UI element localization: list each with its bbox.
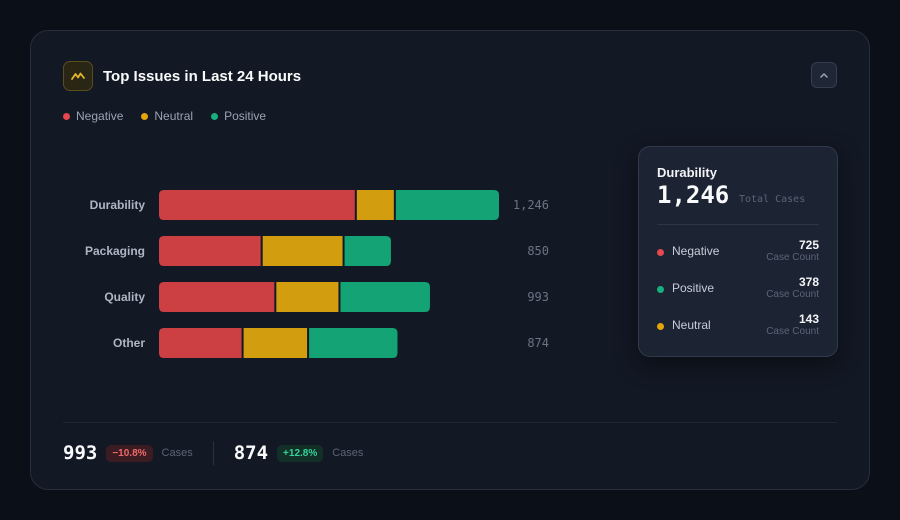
- tooltip-row-negative: Negative 725 Case Count: [657, 238, 819, 270]
- bar-total-label: 993: [527, 290, 549, 304]
- bar-segment-positive[interactable]: [309, 328, 398, 358]
- bar-segment-positive[interactable]: [340, 282, 430, 312]
- top-issues-card: Top Issues in Last 24 Hours Negative Neu…: [30, 30, 870, 490]
- legend-dot: [141, 112, 149, 120]
- tooltip-row-label: Positive: [672, 281, 715, 295]
- stat-value: 993: [63, 442, 98, 464]
- bar-segment-negative[interactable]: [159, 236, 261, 266]
- card-title: Top Issues in Last 24 Hours: [103, 67, 302, 85]
- tooltip-row-value: 378: [798, 275, 819, 289]
- tooltip-row-value: 725: [798, 238, 819, 252]
- stat-value: 874: [233, 442, 269, 464]
- legend-label: Neutral: [154, 109, 194, 123]
- bar-segment-positive[interactable]: [344, 236, 391, 266]
- bar-segment-neutral[interactable]: [262, 236, 343, 266]
- chart-legend: Negative Neutral Positive: [63, 109, 284, 123]
- tooltip-row-sub: Case Count: [766, 289, 819, 300]
- stat-label: Cases: [332, 447, 364, 459]
- tooltip-dot: [657, 249, 664, 256]
- tooltip-row-label: Neutral: [672, 318, 711, 332]
- category-label: Other: [113, 336, 145, 350]
- legend-dot: [211, 112, 219, 120]
- tooltip-row-value: 143: [798, 312, 819, 326]
- bar-segment-negative[interactable]: [159, 282, 275, 312]
- card-footer: 993 −10.8% Cases 874 +12.8% Cases: [63, 439, 363, 467]
- bar-total-label: 850: [527, 244, 549, 258]
- category-label: Packaging: [85, 244, 145, 258]
- category-label: Quality: [104, 290, 145, 304]
- change-badge: +12.8%: [277, 444, 324, 462]
- bar-segment-negative[interactable]: [159, 190, 355, 220]
- legend-item-neutral[interactable]: Neutral: [141, 109, 193, 123]
- footer-stat: 874 +12.8% Cases: [234, 442, 364, 464]
- tooltip-row-sub: Case Count: [766, 326, 819, 337]
- stat-label: Cases: [161, 447, 193, 459]
- legend-label: Negative: [76, 109, 124, 123]
- chart-tooltip: Durability 1,246 Total Cases Negative 72…: [638, 146, 838, 357]
- change-badge: −10.8%: [106, 444, 153, 462]
- tooltip-total-label: Total Cases: [739, 194, 806, 205]
- chevron-up-icon: [820, 73, 828, 78]
- tooltip-row-label: Negative: [672, 244, 720, 258]
- tooltip-row-positive: Positive 378 Case Count: [657, 275, 819, 307]
- legend-label: Positive: [224, 109, 267, 123]
- tooltip-row-sub: Case Count: [766, 252, 819, 263]
- bar-total-label: 1,246: [513, 198, 549, 212]
- card-header: Top Issues in Last 24 Hours: [63, 61, 301, 91]
- tooltip-dot: [657, 286, 664, 293]
- footer-stat: 993 −10.8% Cases: [63, 442, 193, 464]
- tooltip-dot: [657, 323, 664, 330]
- chart-wave-icon: [63, 61, 93, 91]
- tooltip-total: 1,246: [657, 181, 730, 209]
- bar-total-label: 874: [527, 336, 549, 350]
- bar-segment-neutral[interactable]: [243, 328, 308, 358]
- tooltip-row-neutral: Neutral 143 Case Count: [657, 312, 819, 344]
- tooltip-title: Durability: [657, 165, 717, 180]
- bar-segment-positive[interactable]: [395, 190, 499, 220]
- bar-segment-neutral[interactable]: [276, 282, 339, 312]
- category-label: Durability: [90, 198, 146, 212]
- legend-item-positive[interactable]: Positive: [211, 109, 266, 123]
- tooltip-divider: [657, 224, 819, 225]
- stacked-bar-chart: Durability 1,246 Packaging 850 Quality 993 Oth…: [85, 190, 549, 358]
- legend-dot: [63, 112, 70, 120]
- bar-segment-negative[interactable]: [159, 328, 242, 358]
- stat-separator: [212, 441, 214, 465]
- bar-segment-neutral[interactable]: [356, 190, 394, 220]
- collapse-button[interactable]: [811, 62, 837, 88]
- legend-item-negative[interactable]: Negative: [63, 109, 123, 123]
- footer-divider: [63, 422, 837, 423]
